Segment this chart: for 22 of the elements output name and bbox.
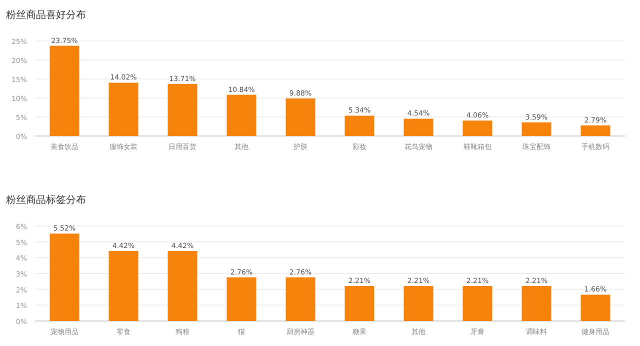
bar: [344, 116, 374, 136]
bar: [108, 82, 138, 136]
chart-title: 粉丝商品喜好分布: [6, 9, 86, 21]
bar: [286, 277, 316, 321]
bar: [404, 286, 434, 321]
bar: [462, 286, 492, 321]
bar: [404, 118, 434, 136]
bar: [108, 251, 138, 321]
bar: [580, 294, 610, 321]
bar: [522, 122, 552, 136]
bar: [462, 120, 492, 136]
bar: [344, 286, 374, 321]
bar: [168, 251, 198, 321]
bar: [580, 125, 610, 136]
bar: [50, 46, 80, 136]
bar: [226, 277, 256, 321]
bar: [226, 94, 256, 136]
chart-title: 粉丝商品标签分布: [6, 194, 86, 206]
bar: [168, 84, 198, 136]
bar: [50, 234, 80, 321]
bar: [522, 286, 552, 321]
bar: [286, 98, 316, 136]
